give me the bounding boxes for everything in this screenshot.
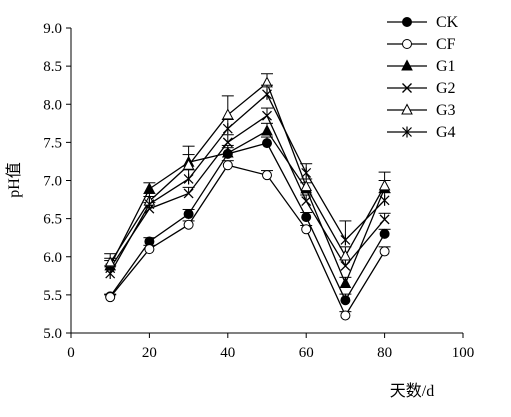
y-tick-label: 8.0 — [43, 97, 62, 113]
legend-item-g3: G3 — [387, 102, 456, 119]
series-g2 — [104, 107, 391, 274]
error-bar — [378, 212, 391, 220]
x-tick-label: 100 — [452, 345, 475, 361]
y-tick-label: 9.0 — [43, 21, 62, 37]
data-point — [221, 146, 234, 158]
x-tick-label: 0 — [67, 345, 75, 361]
data-point — [301, 167, 312, 179]
x-tick-label: 40 — [220, 345, 235, 361]
series-ck — [104, 136, 391, 306]
data-point — [340, 234, 351, 246]
series-line-cf — [109, 164, 386, 317]
x-tick-label: 20 — [142, 345, 157, 361]
data-point — [262, 88, 272, 100]
data-point — [143, 182, 156, 194]
series-g4 — [104, 84, 391, 280]
data-point — [301, 196, 312, 207]
legend-label: G2 — [436, 80, 456, 97]
legend: CK CF G1 G2 G3 G4 — [387, 14, 459, 141]
series-line-g3 — [109, 81, 386, 264]
y-tick-label: 6.5 — [43, 212, 62, 228]
series-line-ck — [109, 142, 386, 302]
data-point — [183, 173, 194, 185]
y-tick-label: 7.0 — [43, 174, 62, 190]
legend-item-g2: G2 — [387, 80, 456, 97]
x-tick-label: 60 — [299, 345, 314, 361]
data-point — [183, 219, 194, 230]
legend-label: G4 — [436, 124, 456, 141]
data-point — [378, 179, 391, 191]
legend-marker — [402, 83, 412, 93]
data-point — [379, 194, 390, 206]
legend-marker — [402, 126, 412, 138]
series-layer — [104, 73, 391, 321]
legend-marker — [402, 39, 412, 49]
data-point — [222, 123, 233, 135]
data-point — [340, 260, 351, 271]
data-point — [261, 124, 273, 136]
x-axis-label: 天数/d — [390, 382, 434, 400]
y-tick-label: 5.5 — [43, 288, 62, 304]
data-point — [183, 209, 194, 220]
series-line-g4 — [109, 93, 386, 274]
y-tick-label: 8.5 — [43, 59, 62, 75]
data-point — [105, 292, 116, 303]
y-tick-label: 7.5 — [43, 135, 62, 151]
series-cf — [104, 160, 391, 321]
data-point — [339, 249, 352, 261]
series-line-g1 — [109, 130, 386, 286]
data-point — [340, 310, 351, 321]
data-point — [262, 170, 272, 181]
error-bar — [261, 107, 273, 116]
data-point — [144, 198, 155, 210]
data-point — [301, 212, 312, 223]
legend-item-g1: G1 — [387, 58, 456, 75]
data-point — [301, 224, 312, 235]
legend-label: CK — [436, 14, 459, 31]
y-tick-label: 6.0 — [43, 250, 62, 266]
data-point — [105, 268, 116, 280]
x-tick-label: 80 — [377, 345, 392, 361]
data-point — [300, 180, 313, 192]
data-point — [262, 110, 272, 121]
data-point — [379, 228, 390, 239]
legend-item-cf: CF — [387, 36, 456, 53]
legend-item-ck: CK — [387, 14, 459, 31]
series-g1 — [104, 122, 391, 288]
legend-label: G1 — [436, 58, 456, 75]
data-point — [221, 108, 234, 120]
data-point — [144, 244, 155, 255]
legend-marker — [401, 59, 413, 71]
legend-label: G3 — [436, 102, 456, 119]
axes: 5.0 5.5 6.0 6.5 7.0 7.5 8.0 8.5 9.0 0 20 40 60 80 100 — [43, 21, 474, 361]
error-bar — [182, 186, 195, 194]
y-tick-label: 5.0 — [43, 326, 62, 342]
data-point — [222, 137, 233, 148]
data-point — [379, 246, 390, 257]
data-point — [340, 295, 351, 306]
data-point — [222, 160, 233, 171]
series-line-g2 — [109, 114, 386, 269]
data-point — [182, 158, 195, 170]
data-point — [262, 138, 272, 149]
data-point — [379, 214, 390, 225]
legend-item-g4: G4 — [387, 124, 456, 141]
legend-label: CF — [436, 36, 456, 53]
data-point — [183, 188, 194, 199]
legend-marker — [402, 17, 412, 27]
legend-marker — [401, 103, 413, 115]
y-axis-label: pH值 — [5, 162, 23, 198]
data-point — [339, 276, 352, 288]
